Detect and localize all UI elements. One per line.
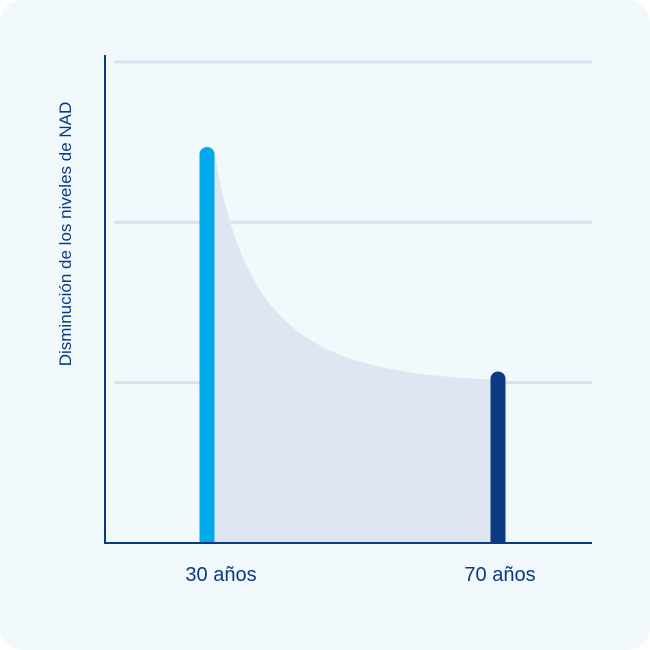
y-axis-label: Disminución de los niveles de NAD [56,101,75,367]
x-tick-label-30: 30 años [185,564,257,586]
axis-mask [105,543,605,563]
bar-30-años [199,146,215,551]
x-tick-label-70: 70 años [464,564,536,586]
bar-70-años [490,371,506,551]
decay-area [214,149,491,543]
